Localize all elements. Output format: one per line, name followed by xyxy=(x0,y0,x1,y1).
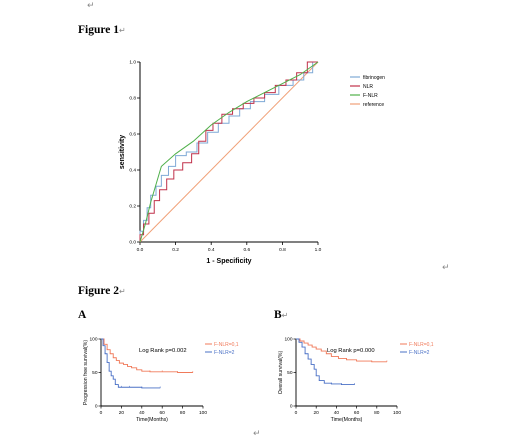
km-series-line-high xyxy=(101,338,161,389)
km-x-tick-label: 80 xyxy=(180,410,186,416)
km-y-tick-label: 0 xyxy=(95,404,98,410)
roc-y-tick-label: 0.6 xyxy=(129,132,136,138)
km-x-tick-label: 80 xyxy=(374,410,380,416)
km-log-rank-annotation: Log Rank p=0.002 xyxy=(139,348,187,354)
figure1-heading: Figure 1↵ xyxy=(78,24,126,37)
km-series-line-high xyxy=(296,338,355,386)
km-x-tick-label: 20 xyxy=(314,410,320,416)
roc-y-tick-label: 0.4 xyxy=(129,168,136,174)
km-chart-a: 0 20 40 60 80 100 0 50 100 Time(Months) Progressio… xyxy=(83,337,239,423)
km-log-rank-annotation: Log Rank p=0.000 xyxy=(327,348,375,354)
km-x-axis-label: Time(Months) xyxy=(331,417,363,423)
figure2-heading: Figure 2↵ xyxy=(78,285,126,298)
panel-a-letter: A xyxy=(78,309,87,322)
roc-x-tick-label: 0.0 xyxy=(137,247,144,253)
km-x-tick-label: 40 xyxy=(334,410,340,416)
km-x-axis-label: Time(Months) xyxy=(136,417,168,423)
roc-series-line-f-nlr xyxy=(139,61,319,243)
km-chart-b: 0 20 40 60 80 100 0 50 100 Time(Months) Overall su… xyxy=(278,337,434,423)
km-legend-label: F-NLR=0,1 xyxy=(214,342,239,348)
panel-b-letter: B↵ xyxy=(274,309,289,322)
km-x-tick-label: 0 xyxy=(295,410,298,416)
paragraph-mark: ↵ xyxy=(87,1,95,11)
km-legend-label: F-NLR=0,1 xyxy=(409,342,434,348)
km-x-tick-label: 60 xyxy=(354,410,360,416)
km-x-tick-label: 0 xyxy=(100,410,103,416)
roc-x-tick-label: 1.0 xyxy=(315,247,322,253)
roc-y-tick-label: 0.2 xyxy=(129,204,136,210)
km-y-tick-label: 50 xyxy=(92,370,98,376)
km-y-tick-label: 50 xyxy=(287,370,293,376)
roc-x-axis-label: 1 - Specificity xyxy=(206,258,251,265)
paragraph-mark: ↵ xyxy=(442,263,450,273)
km-y-tick-label: 100 xyxy=(89,337,97,343)
km-x-tick-label: 20 xyxy=(119,410,125,416)
km-series-line-low xyxy=(101,338,193,373)
roc-legend-label: NLR xyxy=(363,84,373,90)
km-y-axis-label: Progression free survival(%) xyxy=(83,340,89,405)
roc-chart: 0.0 0.2 0.4 0.6 0.8 1.0 0.0 0.2 0.4 0.6 0.8 1.0 1 - … xyxy=(119,60,385,265)
roc-x-tick-label: 0.8 xyxy=(279,247,286,253)
km-x-tick-label: 60 xyxy=(160,410,166,416)
km-legend-label: F-NLR=2 xyxy=(214,350,235,356)
roc-y-axis-label: sensitivity xyxy=(119,135,126,169)
km-y-axis-label: Overall survival(%) xyxy=(278,350,284,394)
roc-x-tick-label: 0.4 xyxy=(208,247,215,253)
km-y-tick-label: 100 xyxy=(284,337,292,343)
paragraph-mark: ↵ xyxy=(119,287,126,296)
km-legend-label: F-NLR=2 xyxy=(409,350,430,356)
panel-a-letter-text: A xyxy=(78,309,87,321)
km-x-tick-label: 100 xyxy=(199,410,207,416)
panel-b-letter-text: B xyxy=(274,309,282,321)
roc-legend-label: fibrinogen xyxy=(363,75,385,81)
paragraph-mark: ↵ xyxy=(253,429,261,439)
figure2-heading-text: Figure 2 xyxy=(78,285,119,297)
paragraph-mark: ↵ xyxy=(119,26,126,35)
roc-y-tick-label: 0.0 xyxy=(129,240,136,246)
roc-x-tick-label: 0.6 xyxy=(243,247,250,253)
roc-y-tick-label: 1.0 xyxy=(129,60,136,66)
roc-legend-label: F-NLR xyxy=(363,93,378,99)
km-series-line-low xyxy=(296,338,387,363)
roc-series-line-reference xyxy=(139,61,319,243)
roc-y-tick-label: 0.8 xyxy=(129,96,136,102)
km-x-tick-label: 40 xyxy=(139,410,145,416)
roc-legend-label: reference xyxy=(363,102,384,108)
figure1-heading-text: Figure 1 xyxy=(78,24,119,36)
km-y-tick-label: 0 xyxy=(290,404,293,410)
km-x-tick-label: 100 xyxy=(393,410,401,416)
roc-x-tick-label: 0.2 xyxy=(172,247,179,253)
paragraph-mark: ↵ xyxy=(281,311,289,320)
